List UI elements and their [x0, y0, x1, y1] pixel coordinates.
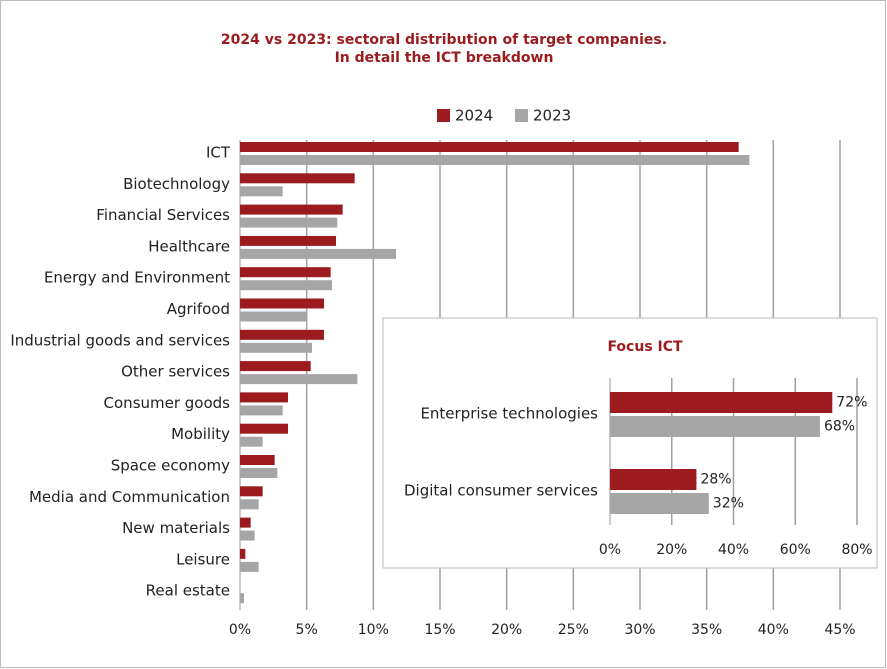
y-tick-label: Real estate: [146, 582, 230, 600]
x-tick-label: 15%: [424, 622, 455, 638]
legend-label: 2023: [533, 107, 571, 125]
x-tick-label: 40%: [758, 622, 789, 638]
x-tick-label: 0%: [599, 542, 621, 558]
y-tick-label: New materials: [122, 519, 230, 537]
bar: [240, 593, 244, 604]
x-tick-label: 60%: [780, 542, 811, 558]
bar: [240, 455, 275, 465]
x-tick-label: 35%: [691, 622, 722, 638]
y-tick-label: Space economy: [111, 457, 230, 475]
chart-title: Focus ICT: [607, 339, 683, 355]
y-tick-label: ICT: [206, 144, 231, 162]
x-tick-label: 30%: [624, 622, 655, 638]
data-label: 32%: [713, 496, 744, 512]
inset-frame: [382, 317, 878, 569]
bar: [240, 517, 251, 528]
bar: [240, 298, 324, 309]
y-tick-label: Digital consumer services: [404, 482, 598, 500]
x-tick-label: 5%: [296, 622, 318, 638]
chart-title: 2024 vs 2023: sectoral distribution of t…: [221, 32, 667, 48]
y-tick-label: Mobility: [171, 425, 230, 443]
x-tick-label: 20%: [656, 542, 687, 558]
y-tick-label: Media and Communication: [29, 488, 230, 506]
x-tick-label: 40%: [718, 542, 749, 558]
bar: [240, 374, 358, 385]
x-tick-label: 10%: [358, 622, 389, 638]
bar: [240, 361, 311, 372]
bar: [240, 548, 246, 559]
bar: [240, 217, 338, 228]
bar: [240, 142, 739, 152]
bar: [240, 486, 263, 497]
bar: [240, 436, 263, 447]
bar: [240, 186, 283, 197]
y-tick-label: Industrial goods and services: [10, 331, 230, 349]
y-tick-label: Enterprise technologies: [420, 405, 598, 423]
bar: [240, 405, 283, 416]
bar: [240, 342, 312, 353]
bar: [240, 561, 259, 572]
bar: [240, 267, 331, 278]
chart-subtitle: In detail the ICT breakdown: [335, 50, 554, 66]
legend-swatch: [437, 109, 450, 122]
bar: [240, 329, 324, 340]
bar: [240, 311, 307, 322]
x-tick-label: 0%: [229, 622, 251, 638]
inset-chart: Focus ICT 0% 20% 40% 60% 80% Enterprise techno…: [404, 339, 873, 558]
bar: [610, 392, 833, 413]
data-label: 72%: [836, 395, 867, 411]
y-tick-label: Healthcare: [148, 237, 230, 255]
bar: [240, 173, 355, 184]
x-tick-label: 25%: [558, 622, 589, 638]
bar: [240, 530, 255, 541]
legend-swatch: [515, 109, 528, 122]
y-tick-label: Other services: [121, 363, 230, 381]
y-tick-label: Biotechnology: [123, 175, 230, 193]
legend-label: 2024: [455, 107, 493, 125]
bar: [240, 155, 750, 165]
x-tick-label: 45%: [824, 622, 855, 638]
bar: [610, 469, 697, 490]
bar: [240, 499, 259, 510]
y-tick-label: Energy and Environment: [44, 269, 230, 287]
bar: [240, 248, 396, 259]
y-tick-label: Leisure: [176, 550, 230, 568]
bar: [610, 416, 820, 437]
data-label: 68%: [824, 419, 855, 435]
bar: [240, 392, 288, 403]
x-tick-label: 20%: [491, 622, 522, 638]
x-tick-label: 80%: [841, 542, 872, 558]
bar: [240, 423, 288, 434]
bar: [240, 280, 332, 291]
bar: [610, 493, 709, 514]
y-tick-label: Financial Services: [96, 206, 230, 224]
y-tick-label: Consumer goods: [104, 394, 231, 412]
y-tick-label: Agrifood: [167, 300, 230, 318]
bar: [240, 204, 343, 215]
bar: [240, 468, 278, 478]
bar: [240, 235, 336, 246]
data-label: 28%: [700, 472, 731, 488]
